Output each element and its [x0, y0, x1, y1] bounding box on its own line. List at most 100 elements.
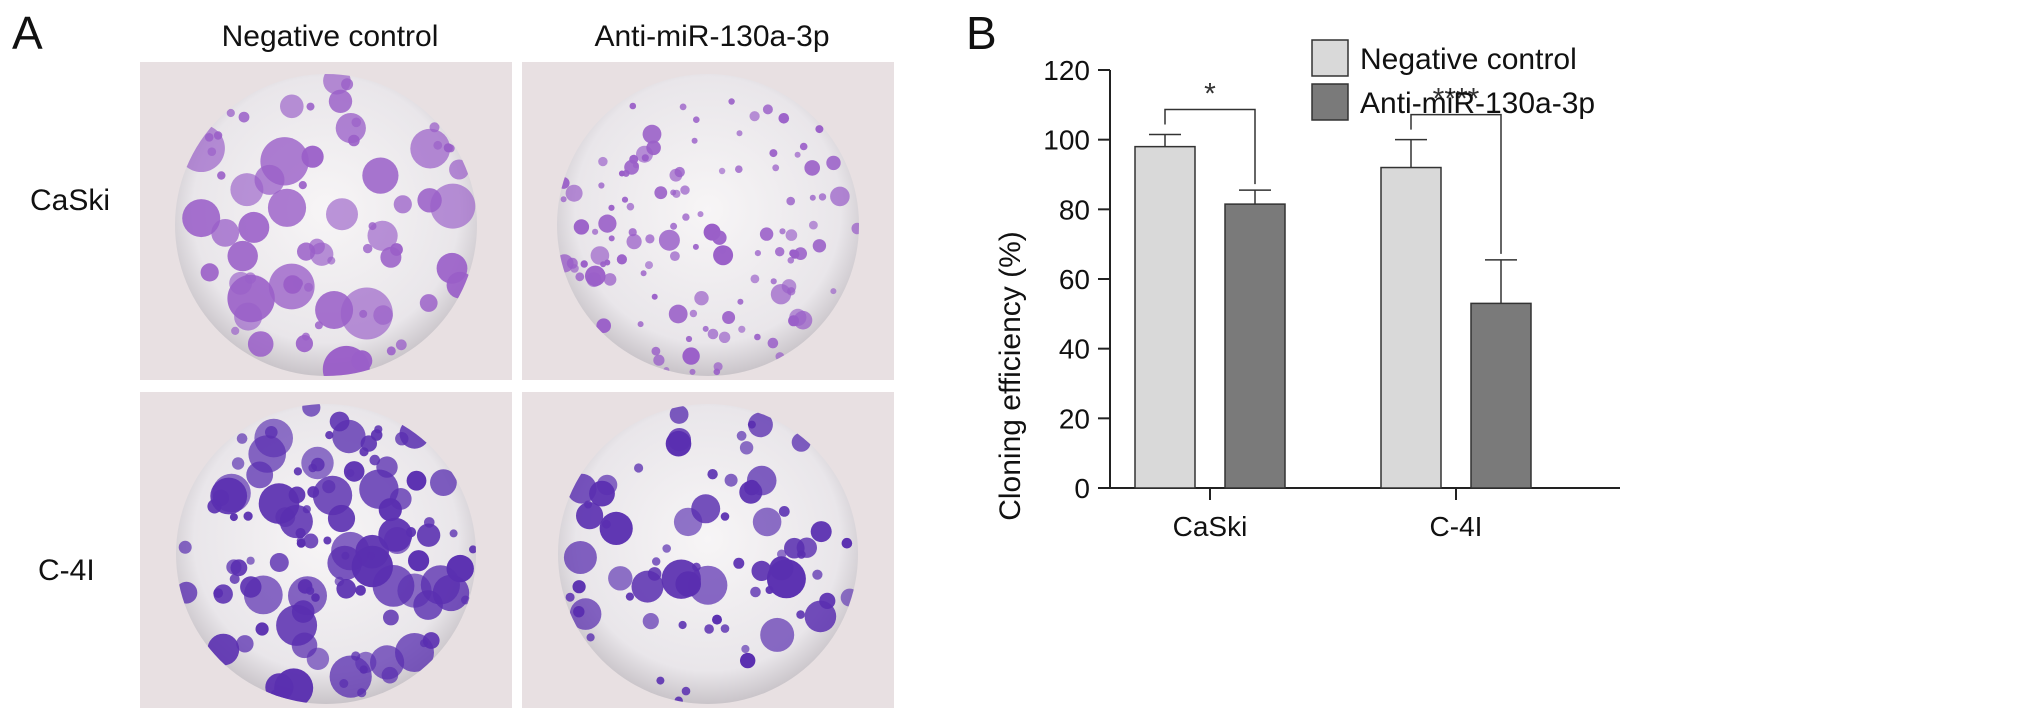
colony: [662, 544, 671, 553]
colony: [830, 186, 850, 207]
colony: [616, 254, 627, 265]
colony: [769, 149, 778, 158]
colony: [737, 298, 744, 305]
colony: [608, 204, 615, 211]
colony: [327, 256, 336, 265]
colony: [751, 560, 772, 581]
colony: [642, 613, 659, 630]
colony: [775, 247, 785, 257]
colony: [707, 328, 719, 340]
colony: [303, 533, 319, 549]
colony: [572, 580, 586, 594]
colony: [306, 647, 330, 670]
colony: [229, 513, 238, 522]
colony: [325, 431, 334, 440]
colony: [772, 164, 780, 172]
colony: [302, 505, 311, 514]
colony: [246, 556, 255, 565]
colony: [670, 222, 678, 230]
colony: [788, 315, 800, 327]
colony: [670, 189, 677, 196]
colony: [851, 222, 859, 235]
colony: [378, 517, 413, 552]
bar-negative-control-0: [1134, 145, 1196, 489]
colony: [598, 182, 605, 189]
colony: [207, 147, 217, 156]
colony: [311, 457, 325, 472]
colony: [668, 304, 688, 324]
colony: [778, 113, 790, 124]
colony: [328, 89, 353, 113]
colony: [386, 346, 396, 356]
colony: [629, 102, 637, 110]
colony: [670, 251, 680, 261]
colony: [629, 154, 639, 164]
colony: [618, 170, 625, 177]
y-axis-label: Cloning efficiency (%): [994, 231, 1027, 521]
colony: [747, 420, 756, 429]
colony: [794, 151, 801, 158]
colony: [809, 194, 816, 201]
colony: [754, 333, 761, 341]
colony: [634, 463, 644, 473]
bar-anti-mir-1: [1470, 302, 1532, 489]
colony: [312, 475, 353, 516]
column-label-negative-control: Negative control: [221, 20, 439, 53]
colony: [283, 275, 302, 294]
colony: [826, 155, 841, 171]
colony: [370, 429, 383, 441]
colony: [274, 668, 314, 704]
colony: [603, 273, 617, 286]
significance-bracket: [1410, 113, 1502, 254]
colony: [570, 264, 579, 273]
colony: [393, 195, 412, 214]
colony: [213, 131, 223, 140]
colony: [738, 325, 746, 333]
colony: [744, 479, 760, 496]
colony: [355, 585, 366, 596]
colony: [306, 586, 315, 595]
colony: [736, 430, 747, 441]
colony: [267, 188, 307, 227]
colony: [775, 352, 785, 361]
colony: [182, 199, 221, 238]
legend-swatch-anti-mir: [1311, 83, 1349, 121]
colony: [314, 321, 323, 330]
panel-a-letter: A: [12, 7, 43, 59]
colony: [406, 470, 427, 491]
colony: [204, 133, 214, 142]
colony: [685, 335, 693, 343]
colony: [781, 279, 797, 294]
colony: [810, 521, 832, 543]
colony: [323, 536, 332, 545]
colony: [602, 519, 611, 529]
colony: [586, 633, 595, 642]
colony: [254, 164, 285, 195]
colony: [736, 130, 743, 137]
colony: [302, 404, 321, 417]
colony: [592, 228, 599, 235]
y-tick-label: 20: [1059, 403, 1090, 434]
colony: [433, 140, 443, 150]
colony: [663, 367, 670, 373]
bar-negative-control-1: [1380, 166, 1442, 489]
legend-label-negative-control: Negative control: [1360, 43, 1577, 76]
colony: [735, 165, 743, 173]
colony: [815, 125, 824, 134]
y-tick-label: 40: [1059, 334, 1090, 365]
colony: [636, 145, 653, 163]
colony: [295, 335, 313, 353]
colony: [276, 604, 318, 646]
significance-bracket: [1164, 108, 1256, 185]
colony: [600, 261, 607, 268]
colony: [413, 590, 443, 620]
colony: [269, 553, 289, 572]
colony: [226, 108, 235, 118]
colony: [697, 211, 704, 218]
colony: [608, 566, 633, 591]
colony: [750, 274, 760, 284]
colony: [306, 102, 315, 111]
colony: [658, 229, 680, 251]
colony: [841, 537, 853, 549]
colony: [680, 185, 690, 195]
